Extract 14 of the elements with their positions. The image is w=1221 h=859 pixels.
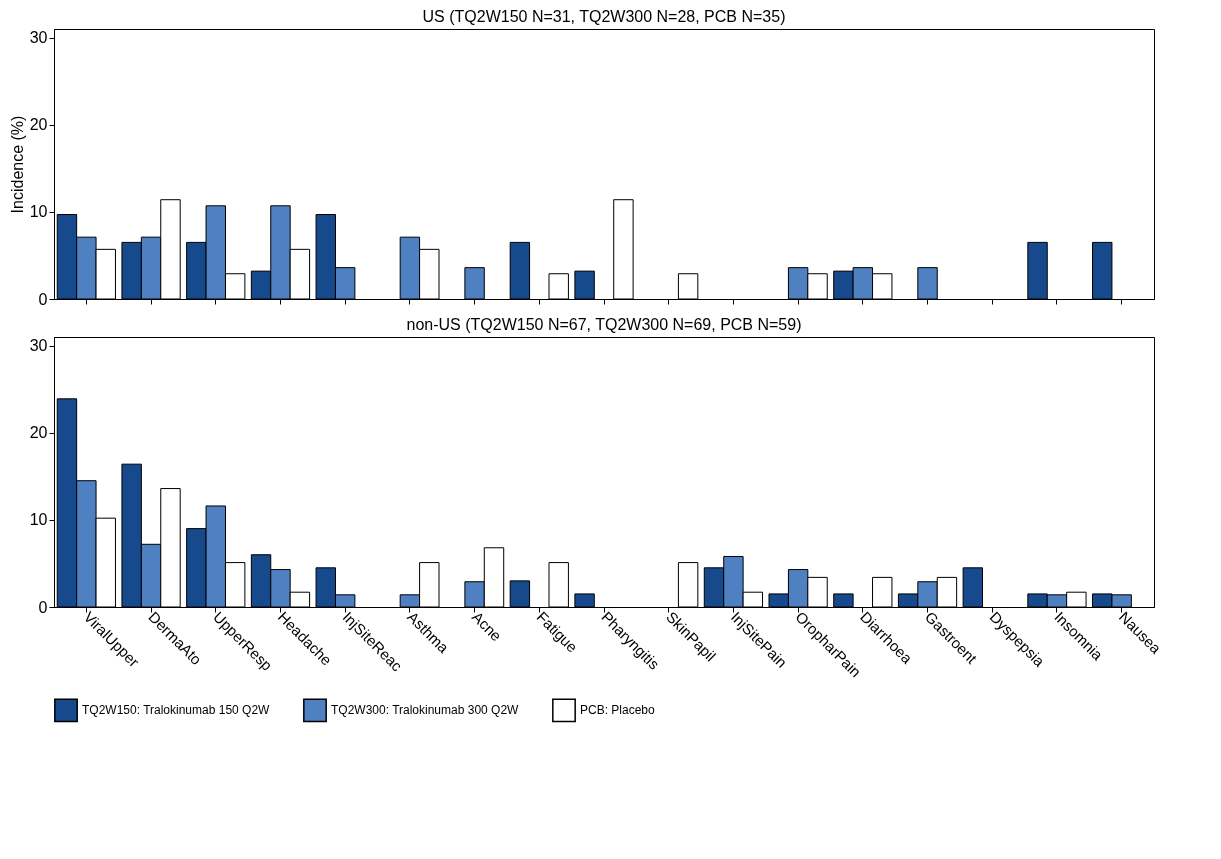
- y-tick-label: 30: [29, 29, 48, 47]
- y-tick-label: 20: [29, 424, 48, 442]
- y-tick-label: 0: [38, 598, 48, 616]
- y-axis-title: Incidence (%): [8, 115, 26, 214]
- y-tick-label: 20: [29, 116, 48, 134]
- y-tick-label: 30: [29, 337, 48, 355]
- y-tick-label: 10: [29, 511, 48, 529]
- chart-title: US (TQ2W150 N=31, TQ2W300 N=28, PCB N=35): [422, 8, 786, 25]
- y-tick-label: 10: [29, 203, 48, 221]
- y-tick-label: 0: [38, 290, 48, 308]
- legend-label: PCB: Placebo: [580, 703, 656, 718]
- legend-label: TQ2W300: Tralokinumab 300 Q2W: [331, 703, 520, 718]
- legend-label: TQ2W150: Tralokinumab 150 Q2W: [82, 703, 271, 718]
- chart-title: non-US (TQ2W150 N=67, TQ2W300 N=69, PCB N=59): [406, 316, 802, 333]
